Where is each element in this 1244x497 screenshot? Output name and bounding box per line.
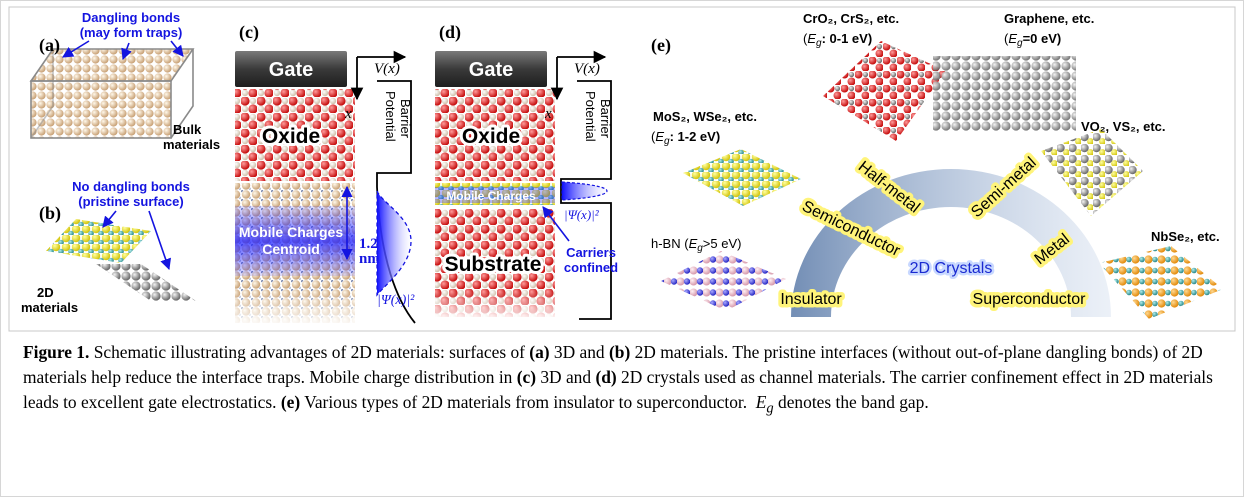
text: E xyxy=(655,129,664,144)
text: : 0-1 eV) xyxy=(822,31,873,46)
material-label: materials xyxy=(163,137,220,152)
annotation: confined xyxy=(564,260,618,275)
barrier-label: Barrier xyxy=(598,99,613,139)
charge-label: Mobile Charges xyxy=(239,224,343,240)
crystal-mos2 xyxy=(683,149,801,206)
gate-label: Gate xyxy=(469,59,513,81)
panel-c: Gate (c) Oxide Mobile Charges Centroid 1… xyxy=(235,22,415,325)
caption-symbol: E xyxy=(756,392,767,412)
caption-ref: (d) xyxy=(595,367,616,387)
material-name: NbSe₂, etc. xyxy=(1151,229,1220,244)
text: E xyxy=(807,31,816,46)
class-label: Insulator xyxy=(780,291,842,308)
figure: (a) Dangling bonds (may form traps) Bulk… xyxy=(1,1,1243,339)
material-label: 2D xyxy=(37,285,54,300)
text: h-BN ( xyxy=(651,236,689,251)
material-name: VO₂, VS₂, etc. xyxy=(1081,119,1166,134)
graphene-sheet xyxy=(96,264,196,301)
annotation: No dangling bonds xyxy=(72,179,190,194)
material-gap: (Eg: 0-1 eV) xyxy=(803,31,872,49)
caption-symbol: g xyxy=(766,400,773,416)
annotation: Carriers xyxy=(566,245,616,260)
axis-label: x xyxy=(344,106,352,122)
material-name: h-BN (Eg>5 eV) xyxy=(651,236,741,254)
panel-label: (a) xyxy=(39,35,60,56)
crystal-cro2 xyxy=(823,41,946,141)
text: : 1-2 eV) xyxy=(670,129,721,144)
thickness-label: 1.2 xyxy=(359,236,378,252)
page: (a) Dangling bonds (may form traps) Bulk… xyxy=(0,0,1244,497)
tmd-sheet xyxy=(46,219,151,263)
annotation: Dangling bonds xyxy=(82,10,180,25)
charge-label: Centroid xyxy=(262,241,320,257)
text: =0 eV) xyxy=(1023,31,1062,46)
wavefunction-label: |Ψ(x)|² xyxy=(564,207,600,222)
caption-title: Figure 1. xyxy=(23,342,89,362)
text: E xyxy=(1008,31,1017,46)
panel-label: (c) xyxy=(239,22,259,43)
panel-d: Gate (d) Oxide Mobile Charges Substrate … xyxy=(435,22,618,319)
material-label: Bulk xyxy=(173,122,202,137)
annotation: (may form traps) xyxy=(80,25,183,40)
crystal-nbse2 xyxy=(1099,246,1223,319)
panel-a: (a) Dangling bonds (may form traps) Bulk… xyxy=(31,10,220,152)
wavefunction xyxy=(562,182,607,200)
panel-e: (e) CrO₂, CrS₂, etc. (Eg: 0-1 eV) Graphe… xyxy=(651,11,1223,319)
layer-label: Oxide xyxy=(262,125,320,148)
material-name: CrO₂, CrS₂, etc. xyxy=(803,11,899,26)
axis-label: V(x) xyxy=(374,61,400,77)
layer-label: Substrate xyxy=(445,253,542,276)
caption-text: denotes the band gap. xyxy=(774,392,929,412)
caption-ref: (c) xyxy=(517,367,536,387)
gate-label: Gate xyxy=(269,59,313,81)
fade xyxy=(235,291,355,325)
crystal-hbn xyxy=(661,251,786,311)
wavefunction xyxy=(377,191,411,295)
axis-label: V(x) xyxy=(574,61,600,77)
caption-ref: (e) xyxy=(281,392,300,412)
panel-label: (b) xyxy=(39,203,61,224)
caption-text: 3D and xyxy=(536,367,595,387)
caption-ref: (b) xyxy=(609,342,630,362)
annotation: (pristine surface) xyxy=(78,194,183,209)
text: E xyxy=(689,236,698,251)
wavefunction-label: |Ψ(x)|² xyxy=(377,293,415,308)
material-gap: (Eg=0 eV) xyxy=(1004,31,1061,49)
charge-label: Mobile Charges xyxy=(446,189,536,203)
panel-label: (d) xyxy=(439,22,461,43)
barrier-label: Barrier xyxy=(398,99,413,139)
center-label: 2D Crystals xyxy=(910,260,993,277)
text: >5 eV) xyxy=(703,236,742,251)
barrier-label: Potential xyxy=(383,91,398,142)
layer-label: Oxide xyxy=(462,125,520,148)
fade xyxy=(435,291,555,319)
class-label: Superconductor xyxy=(973,291,1087,308)
barrier-label: Potential xyxy=(583,91,598,142)
caption-text: Various types of 2D materials from insul… xyxy=(300,392,756,412)
crystal-graphene xyxy=(933,56,1076,131)
material-name: MoS₂, WSe₂, etc. xyxy=(653,109,757,124)
caption-text: 3D and xyxy=(550,342,609,362)
crystal-vo2 xyxy=(1041,129,1143,216)
axis-label: x xyxy=(544,106,552,122)
panel-label: (e) xyxy=(651,35,671,56)
material-label: materials xyxy=(21,300,78,315)
caption-ref: (a) xyxy=(529,342,549,362)
material-gap: (Eg: 1-2 eV) xyxy=(651,129,720,147)
bulk-crystal xyxy=(31,49,193,138)
caption-text: Schematic illustrating advantages of 2D … xyxy=(89,342,529,362)
panel-b: (b) No dangling bonds (pristine surface)… xyxy=(21,179,196,315)
caption: Figure 1. Schematic illustrating advanta… xyxy=(23,340,1223,421)
material-name: Graphene, etc. xyxy=(1004,11,1094,26)
